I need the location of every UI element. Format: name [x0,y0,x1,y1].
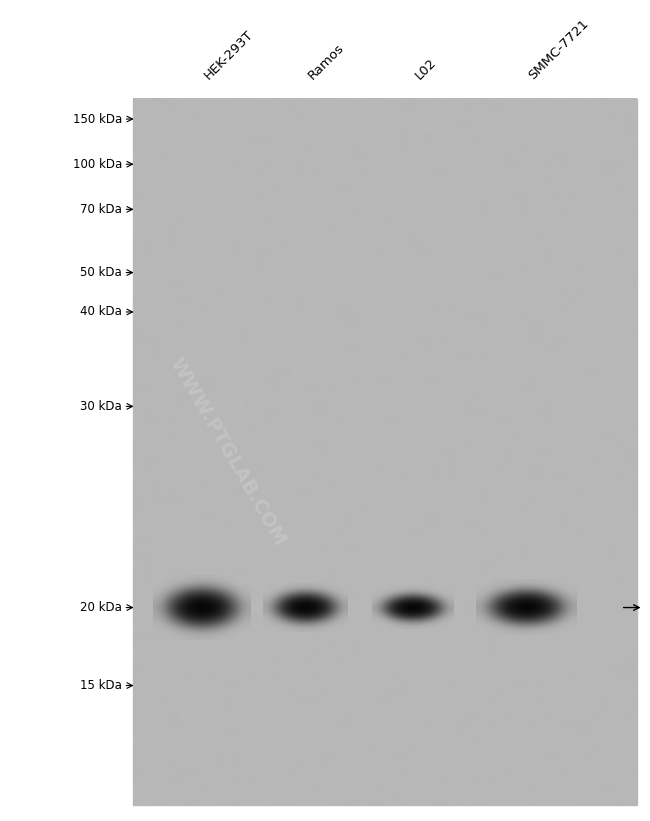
Bar [0,0,133,821]
Text: 100 kDa: 100 kDa [73,158,122,171]
Text: 70 kDa: 70 kDa [81,203,122,216]
Text: 50 kDa: 50 kDa [81,266,122,279]
Text: 15 kDa: 15 kDa [81,679,122,692]
Text: SMMC-7721: SMMC-7721 [526,17,592,82]
Text: 30 kDa: 30 kDa [81,400,122,413]
Text: HEK-293T: HEK-293T [202,28,255,82]
Text: 20 kDa: 20 kDa [81,601,122,614]
Bar [133,99,637,805]
Text: 150 kDa: 150 kDa [73,112,122,126]
Text: L02: L02 [413,56,439,82]
Text: Ramos: Ramos [306,41,346,82]
Text: WWW.PTGLAB.COM: WWW.PTGLAB.COM [166,354,289,549]
Text: 40 kDa: 40 kDa [81,305,122,319]
